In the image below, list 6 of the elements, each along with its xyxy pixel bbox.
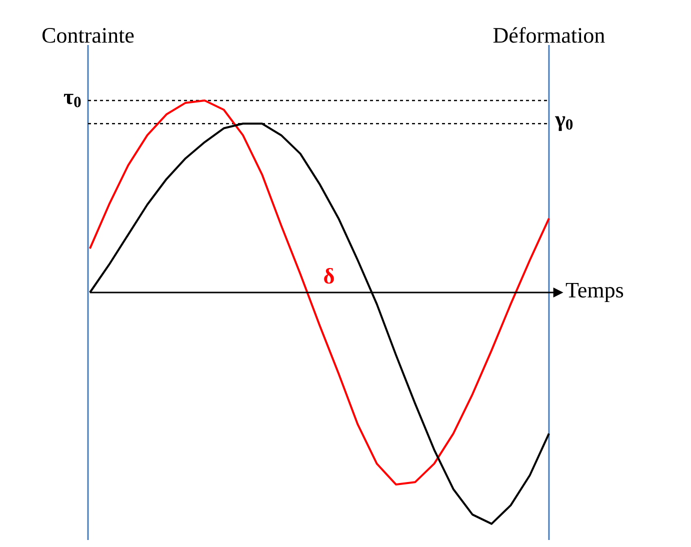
- x-axis-title: Temps: [566, 282, 624, 302]
- y2-axis-title: Déformation: [493, 27, 605, 43]
- ref-line-label: τ$_{0}$: [64, 94, 81, 108]
- ref-line-label: γ$_{0}$: [555, 116, 573, 132]
- annotation: δ: [324, 268, 334, 284]
- y-axis-title: Contrainte: [42, 28, 134, 43]
